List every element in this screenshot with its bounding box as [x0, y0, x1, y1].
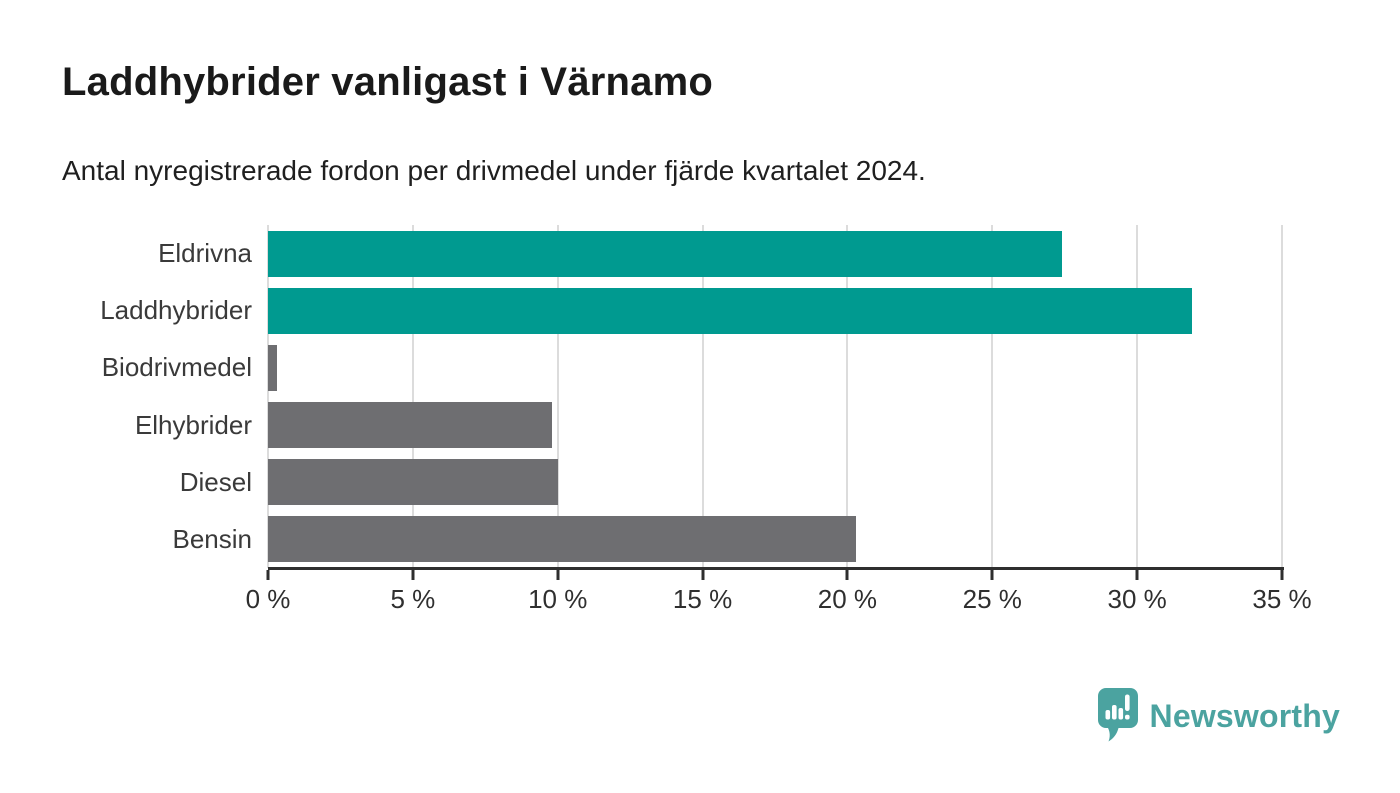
x-axis-tick [556, 570, 560, 580]
category-label: Bensin [172, 523, 253, 554]
category-label: Eldrivna [158, 238, 252, 269]
bar-biodrivmedel [268, 344, 277, 391]
category-label: Diesel [179, 466, 252, 497]
x-axis-tick [990, 570, 994, 580]
gridline [1281, 225, 1283, 568]
x-axis-tick-label: 30 % [1107, 584, 1167, 614]
gridline [846, 225, 849, 568]
bar-row [268, 454, 1282, 511]
newsworthy-logo-icon [1097, 688, 1138, 742]
x-axis-tick [1280, 570, 1284, 580]
bar-bensin [268, 516, 857, 563]
x-axis-tick [701, 570, 705, 580]
x-axis-tick [845, 570, 849, 580]
bar-diesel [268, 459, 558, 506]
gridline [556, 225, 559, 568]
x-axis-tick-label: 25 % [962, 584, 1022, 614]
gridline [267, 225, 269, 568]
x-axis-tick [266, 570, 270, 580]
gridline [701, 225, 704, 568]
x-axis-line [268, 567, 1284, 570]
x-axis-tick [1135, 570, 1139, 580]
bar-row [268, 511, 1282, 568]
x-axis-tick-label: 5 % [390, 584, 436, 614]
x-axis-tick-label: 10 % [528, 584, 588, 614]
category-label: Elhybrider [134, 409, 252, 440]
category-labels: Eldrivna Laddhybrider Biodrivmedel Elhybrid… [0, 225, 252, 568]
bar-elhybrider [268, 402, 552, 449]
gridline [991, 225, 994, 568]
brand-footer: Newsworthy [1096, 686, 1340, 746]
gridline [1136, 225, 1139, 568]
gridline [411, 225, 414, 568]
brand-name: Newsworthy [1149, 697, 1340, 734]
x-axis-tick-label: 35 % [1252, 584, 1312, 614]
chart-subtitle: Antal nyregistrerade fordon per drivmede… [62, 155, 926, 186]
x-axis-tick [411, 570, 415, 580]
bar-row [268, 225, 1282, 282]
x-axis-tick-label: 0 % [245, 584, 291, 614]
bar-eldrivna [268, 230, 1062, 277]
x-axis-tick-label: 15 % [672, 584, 733, 614]
bar-rows [268, 225, 1282, 568]
category-label: Laddhybrider [100, 295, 252, 326]
bar-laddhybrider [268, 287, 1193, 334]
category-label: Biodrivmedel [101, 352, 252, 383]
bar-row [268, 339, 1282, 396]
x-axis-tick-label: 20 % [817, 584, 878, 614]
bar-row [268, 397, 1282, 454]
plot-area [267, 225, 1283, 568]
bar-row [268, 282, 1282, 339]
chart-title: Laddhybrider vanligast i Värnamo [62, 60, 714, 104]
